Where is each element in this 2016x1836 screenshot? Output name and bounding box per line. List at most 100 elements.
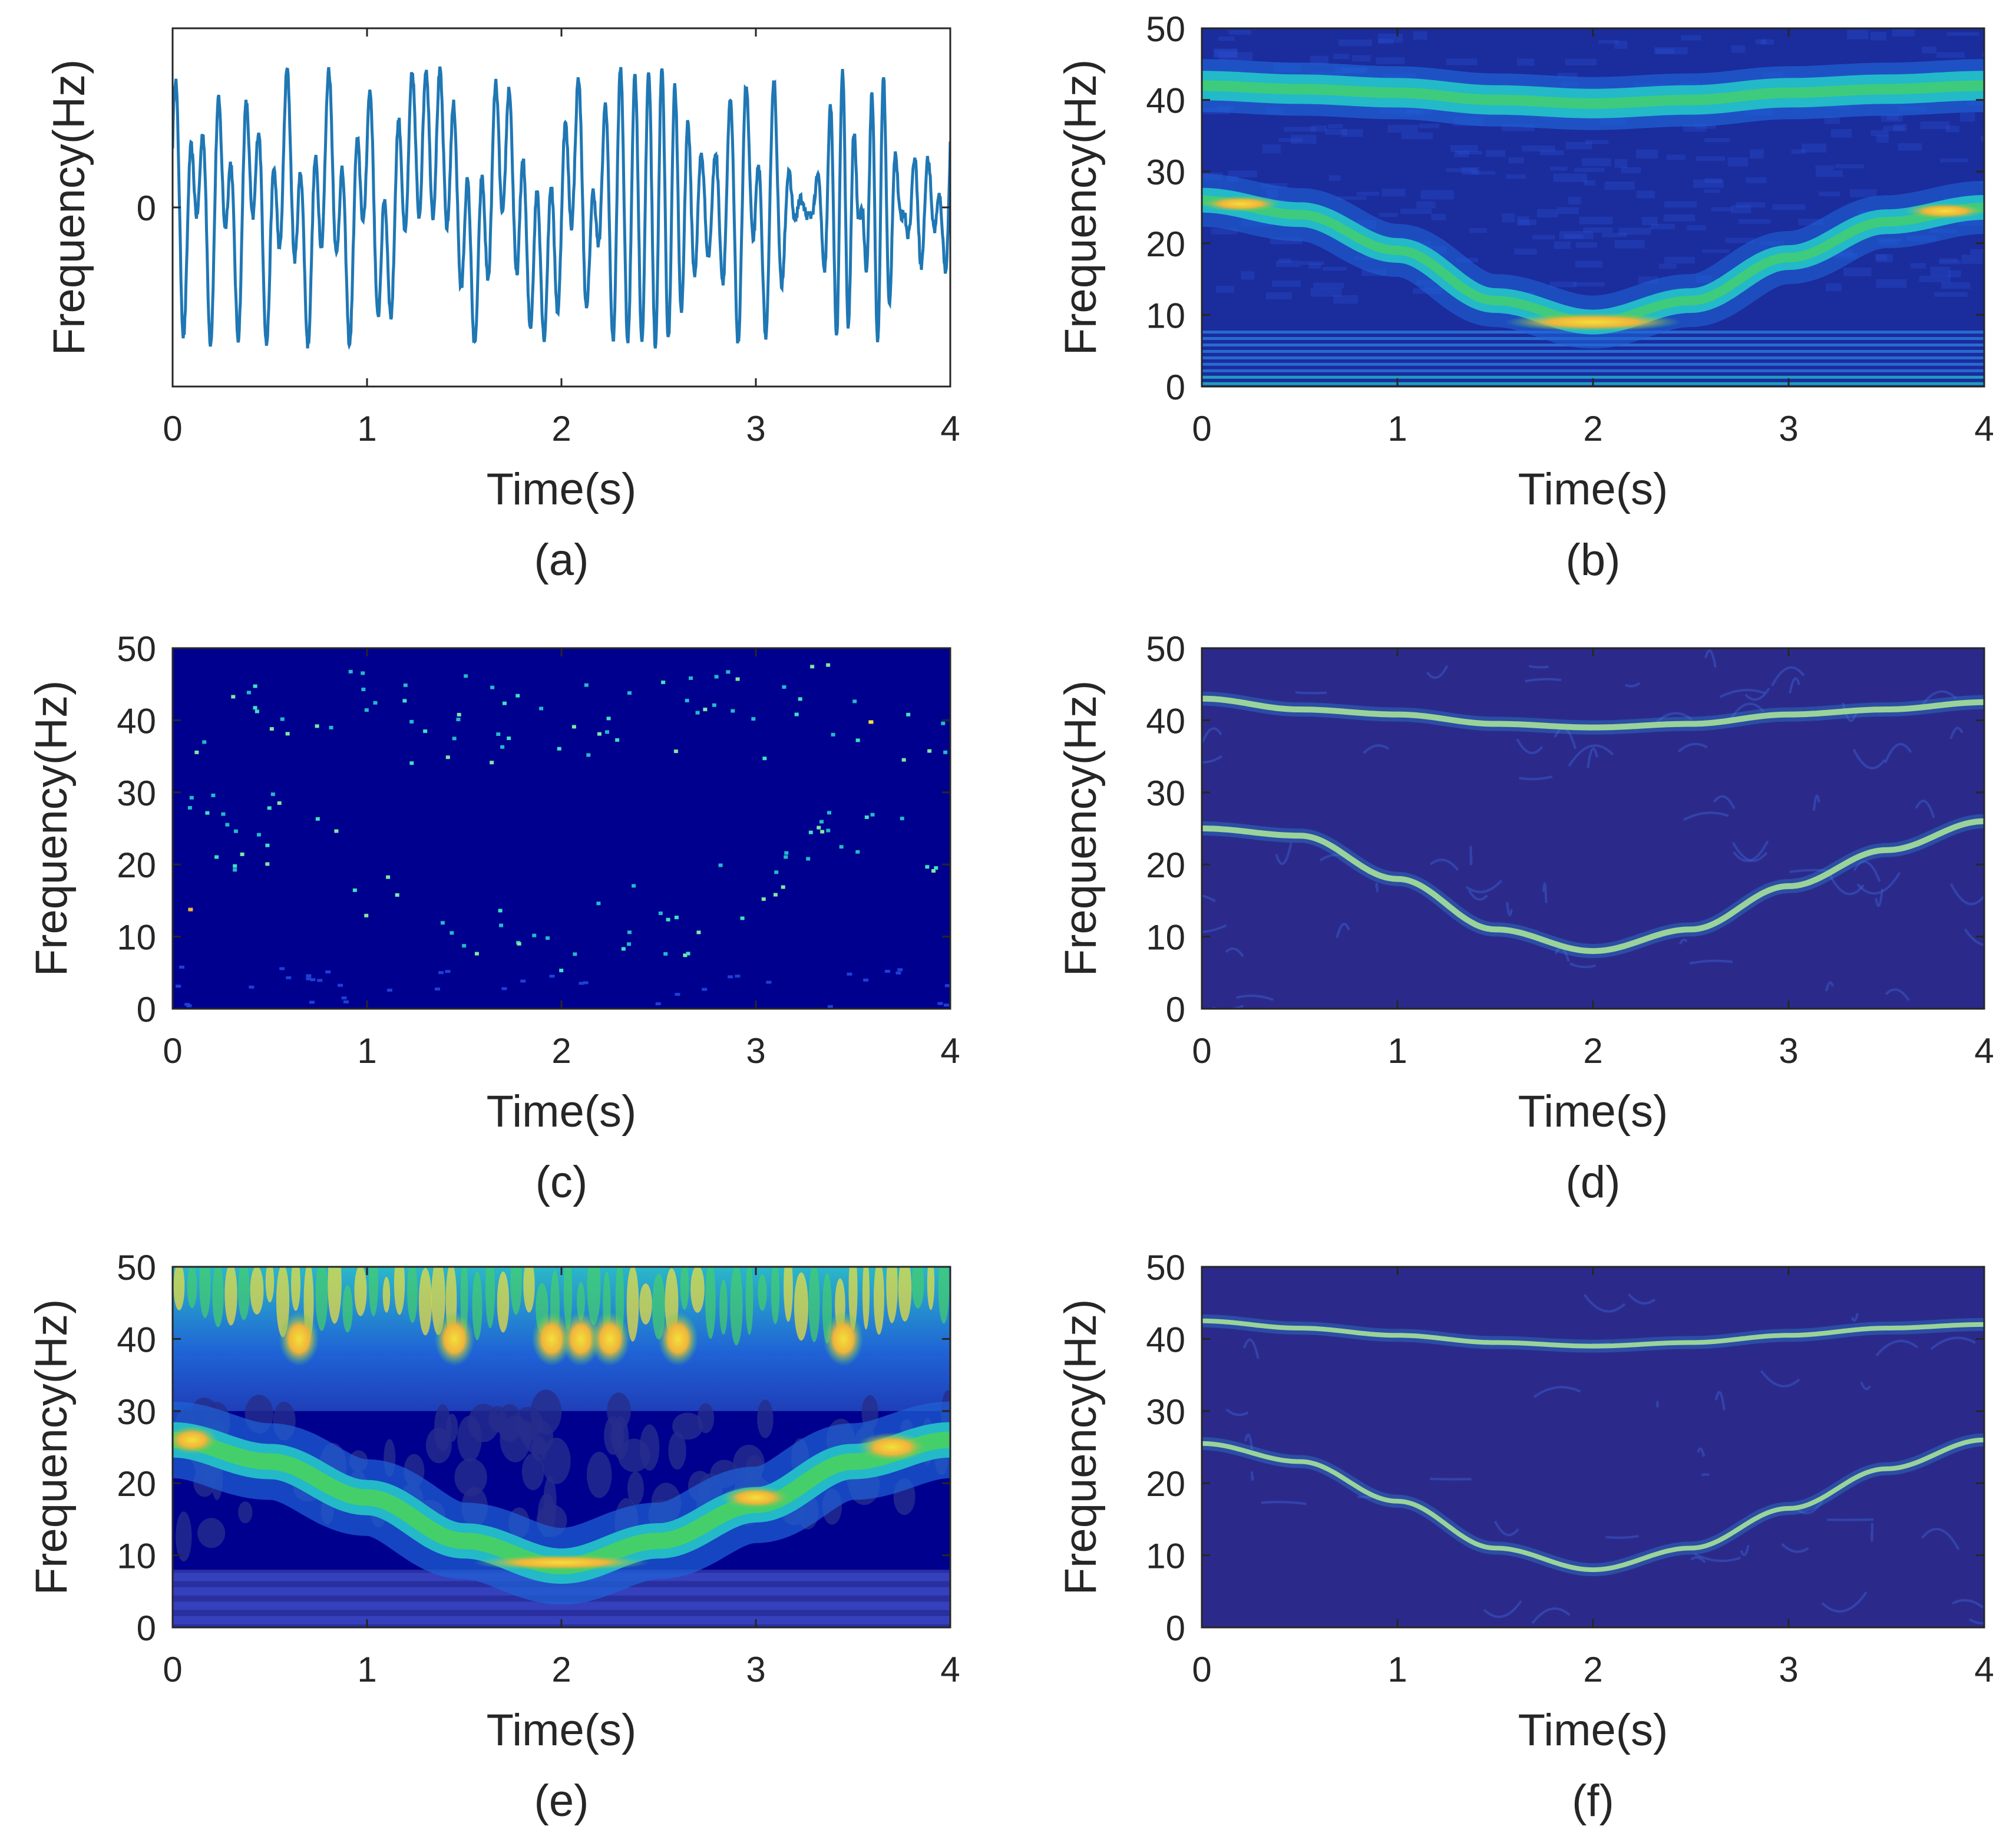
- texture-speckle: [1387, 124, 1418, 133]
- x-tick-label: 3: [746, 1031, 765, 1071]
- sparse-point: [870, 813, 875, 817]
- hotspot: [531, 1312, 572, 1366]
- texture-speckle: [1830, 129, 1852, 138]
- sparse-point: [423, 729, 428, 733]
- y-tick-label: 30: [1146, 153, 1185, 192]
- sparse-point: [187, 805, 192, 810]
- texture-speckle: [1450, 144, 1478, 152]
- high-frequency-burst: [238, 1267, 250, 1320]
- ridge-lower: [1202, 818, 1984, 955]
- background-streak: [1781, 1543, 1809, 1553]
- sparse-point: [761, 897, 766, 901]
- y-tick-label: 20: [117, 1464, 156, 1504]
- texture-speckle: [1574, 167, 1605, 173]
- sparse-point: [334, 829, 339, 833]
- sparse-point: [409, 761, 414, 765]
- texture-speckle: [1553, 173, 1588, 183]
- sparse-point: [897, 968, 903, 972]
- low-energy-blob: [425, 1427, 452, 1464]
- sparse-point: [306, 974, 312, 978]
- sparse-point: [944, 984, 950, 988]
- texture-speckle: [1485, 150, 1505, 157]
- sparse-point: [817, 825, 821, 830]
- sparse-point: [532, 933, 537, 937]
- sparse-point: [740, 916, 745, 920]
- x-axis-label: Time(s): [1518, 464, 1668, 514]
- sparse-point: [502, 701, 507, 705]
- high-frequency-burst: [771, 1267, 780, 1325]
- texture-speckle: [1946, 32, 1979, 36]
- texture-speckle: [1898, 143, 1922, 151]
- texture-speckle: [1328, 124, 1343, 128]
- texture-speckle: [1948, 270, 1961, 278]
- high-frequency-burst: [911, 1267, 924, 1309]
- sparse-point: [231, 695, 236, 699]
- x-tick-label: 1: [357, 1031, 376, 1071]
- sparse-point: [253, 706, 257, 710]
- texture-speckle: [1961, 255, 1983, 264]
- texture-speckle: [1731, 205, 1751, 213]
- texture-speckle: [1337, 196, 1367, 200]
- x-tick-label: 2: [1583, 409, 1602, 448]
- texture-speckle: [1278, 138, 1303, 142]
- sparse-point: [831, 732, 835, 737]
- texture-speckle: [1791, 149, 1806, 154]
- texture-speckle: [1568, 197, 1581, 205]
- sparse-point: [253, 684, 257, 688]
- background-streak: [1952, 1599, 1984, 1609]
- sparse-point: [726, 670, 731, 674]
- texture-speckle: [1875, 254, 1888, 260]
- texture-speckle: [1824, 117, 1840, 124]
- high-frequency-burst: [808, 1267, 820, 1342]
- sparse-point: [202, 740, 207, 744]
- texture-speckle: [1333, 295, 1359, 304]
- texture-speckle: [1521, 145, 1555, 152]
- texture-speckle: [1583, 227, 1613, 233]
- sparse-point: [457, 712, 461, 716]
- high-frequency-burst: [354, 1267, 367, 1316]
- sparse-point: [674, 916, 679, 920]
- sparse-point: [586, 753, 591, 757]
- texture-speckle: [1696, 156, 1726, 161]
- texture-speckle: [1325, 128, 1347, 135]
- sparse-point: [621, 947, 626, 951]
- texture-speckle: [1876, 254, 1893, 263]
- background-streak: [1860, 1381, 1872, 1391]
- x-tick-label: 4: [940, 1031, 960, 1071]
- sparse-point: [286, 976, 292, 979]
- sparse-point: [233, 864, 237, 868]
- sparse-point: [712, 703, 716, 707]
- background-streak: [1760, 1370, 1800, 1388]
- texture-speckle: [1401, 132, 1433, 140]
- x-tick-label: 2: [551, 1650, 571, 1689]
- x-tick-label: 4: [1974, 1650, 1994, 1689]
- high-frequency-burst: [745, 1267, 753, 1335]
- x-tick-label: 1: [1387, 1031, 1407, 1071]
- plot-area: [1202, 648, 1984, 1009]
- texture-speckle: [1843, 268, 1872, 276]
- sparse-point: [325, 970, 331, 974]
- x-tick-label: 2: [1583, 1650, 1602, 1689]
- texture-speckle: [1413, 31, 1427, 40]
- texture-speckle: [1802, 143, 1827, 153]
- texture-speckle: [1826, 283, 1842, 292]
- x-axis-label: Time(s): [487, 464, 637, 514]
- texture-speckle: [1641, 216, 1658, 226]
- y-tick-label: 50: [117, 1248, 156, 1287]
- background-streak: [1250, 1471, 1254, 1481]
- sparse-point: [499, 923, 504, 927]
- hotspot: [658, 1312, 698, 1366]
- hotspot: [173, 1425, 219, 1455]
- low-energy-blob: [607, 1392, 631, 1430]
- texture-speckle: [1920, 121, 1950, 130]
- texture-speckle: [1738, 219, 1771, 224]
- sparse-point: [655, 1002, 661, 1006]
- y-tick-label: 20: [1146, 846, 1185, 885]
- low-energy-blob: [639, 1424, 660, 1471]
- background-streak: [1677, 742, 1708, 753]
- x-tick-label: 0: [1192, 1650, 1211, 1689]
- sparse-point: [343, 1000, 349, 1003]
- background-streak: [1225, 1408, 1249, 1416]
- texture-speckle: [1984, 260, 2004, 265]
